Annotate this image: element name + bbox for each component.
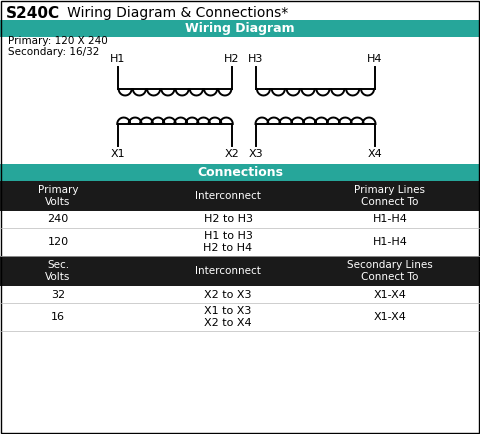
- Text: H2: H2: [224, 54, 240, 64]
- Text: Connections: Connections: [197, 166, 283, 179]
- Text: 32: 32: [51, 289, 65, 299]
- Bar: [0, 303, 480, 331]
- Text: Sec.
Volts: Sec. Volts: [45, 260, 71, 282]
- Bar: [0, 256, 480, 286]
- Text: H1-H4: H1-H4: [372, 214, 408, 224]
- Text: Secondary Lines
Connect To: Secondary Lines Connect To: [347, 260, 433, 282]
- Bar: [0, 286, 480, 303]
- Text: Primary Lines
Connect To: Primary Lines Connect To: [355, 185, 425, 207]
- Text: Wiring Diagram: Wiring Diagram: [185, 22, 295, 35]
- Text: H1 to H3
H2 to H4: H1 to H3 H2 to H4: [204, 231, 252, 253]
- Text: H3: H3: [248, 54, 264, 64]
- Bar: [0, 228, 480, 256]
- Text: X3: X3: [249, 149, 264, 159]
- Bar: [0, 211, 480, 228]
- Text: H1-H4: H1-H4: [372, 237, 408, 247]
- Text: X4: X4: [368, 149, 383, 159]
- Text: H2 to H3: H2 to H3: [204, 214, 252, 224]
- Text: Interconnect: Interconnect: [195, 266, 261, 276]
- Text: 240: 240: [48, 214, 69, 224]
- Text: Secondary: 16/32: Secondary: 16/32: [8, 47, 99, 57]
- Text: X2 to X3: X2 to X3: [204, 289, 252, 299]
- Text: X1-X4: X1-X4: [373, 289, 407, 299]
- Text: S240C: S240C: [6, 6, 60, 21]
- Text: H1: H1: [110, 54, 126, 64]
- Text: X1: X1: [111, 149, 125, 159]
- Text: Wiring Diagram & Connections*: Wiring Diagram & Connections*: [54, 6, 288, 20]
- Bar: [0, 20, 480, 37]
- Text: X1-X4: X1-X4: [373, 312, 407, 322]
- Text: H4: H4: [367, 54, 383, 64]
- Bar: [0, 181, 480, 211]
- Text: X1 to X3
X2 to X4: X1 to X3 X2 to X4: [204, 306, 252, 328]
- Text: Primary
Volts: Primary Volts: [38, 185, 78, 207]
- Text: Interconnect: Interconnect: [195, 191, 261, 201]
- Text: 16: 16: [51, 312, 65, 322]
- Text: 120: 120: [48, 237, 69, 247]
- Text: Primary: 120 X 240: Primary: 120 X 240: [8, 36, 108, 46]
- Bar: [0, 164, 480, 181]
- Text: X2: X2: [225, 149, 240, 159]
